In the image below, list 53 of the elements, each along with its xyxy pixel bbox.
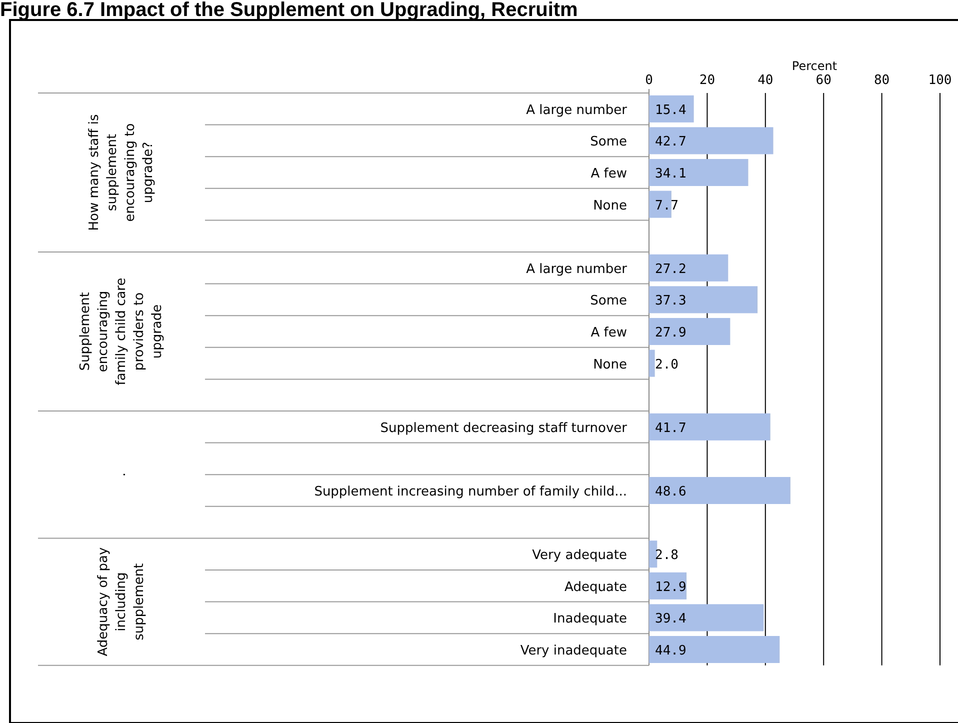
y-tick-label: A few <box>590 326 628 340</box>
data-label: 2.0 <box>655 357 678 372</box>
text: Figure 6.7 Impact of the Supplement on Upgrading, Recruitm <box>0 0 578 21</box>
x-tick-label: 80 <box>874 73 890 88</box>
data-label: 41.7 <box>655 420 686 436</box>
data-label: 37.3 <box>655 294 686 309</box>
x-tick-label: 100 <box>928 73 952 88</box>
bar <box>649 254 728 282</box>
data-label: 15.4 <box>655 102 686 118</box>
bar <box>649 158 748 186</box>
bar <box>649 476 790 504</box>
text: How many staff is supplement encouraging to upgrade? <box>87 114 156 231</box>
y-tick-label: None <box>593 357 627 372</box>
y-tick-label: Very inadequate <box>520 644 627 658</box>
x-tick-label: 0 <box>645 73 653 88</box>
bar <box>649 540 658 568</box>
data-label: 42.7 <box>655 134 686 150</box>
y-tick-label: Inadequate <box>553 612 627 627</box>
data-label: 2.8 <box>655 548 678 564</box>
bar <box>649 604 764 632</box>
y-tick-label: Supplement decreasing staff turnover <box>380 420 628 436</box>
data-label: 27.9 <box>655 326 686 340</box>
x-tick-label: 60 <box>816 73 832 88</box>
y-tick-label: A large number <box>526 262 628 277</box>
y-tick-label: A large number <box>526 102 628 118</box>
data-label: 39.4 <box>655 612 686 627</box>
x-tick-label: 40 <box>758 73 774 88</box>
bar <box>649 286 758 314</box>
bar <box>649 350 655 377</box>
bar <box>649 318 730 346</box>
bar <box>649 95 694 122</box>
y-tick-label: Some <box>590 134 627 150</box>
text: Supplement encouraging family child care providers to upgrade <box>78 278 165 386</box>
y-tick-label: None <box>593 198 627 214</box>
data-label: 48.6 <box>655 484 686 500</box>
data-label: 7.7 <box>655 198 678 214</box>
data-label: 12.9 <box>655 580 686 595</box>
data-label: 44.9 <box>655 644 686 658</box>
y-tick-label: Some <box>590 294 627 309</box>
text: . <box>114 472 129 477</box>
y-tick-label: Supplement increasing number of family child... <box>314 484 627 500</box>
y-tick-label: Adequate <box>564 580 627 595</box>
text: Adequacy of pay including supplement <box>96 547 147 656</box>
bar <box>649 636 780 664</box>
data-label: 27.2 <box>655 262 686 277</box>
y-tick-label: Very adequate <box>532 548 627 564</box>
y-tick-label: A few <box>590 166 628 182</box>
bar <box>649 572 687 600</box>
bar <box>649 413 770 440</box>
data-label: 34.1 <box>655 166 686 182</box>
x-axis-title: Percent <box>792 59 838 73</box>
bar <box>649 127 774 154</box>
x-tick-label: 20 <box>699 73 716 88</box>
